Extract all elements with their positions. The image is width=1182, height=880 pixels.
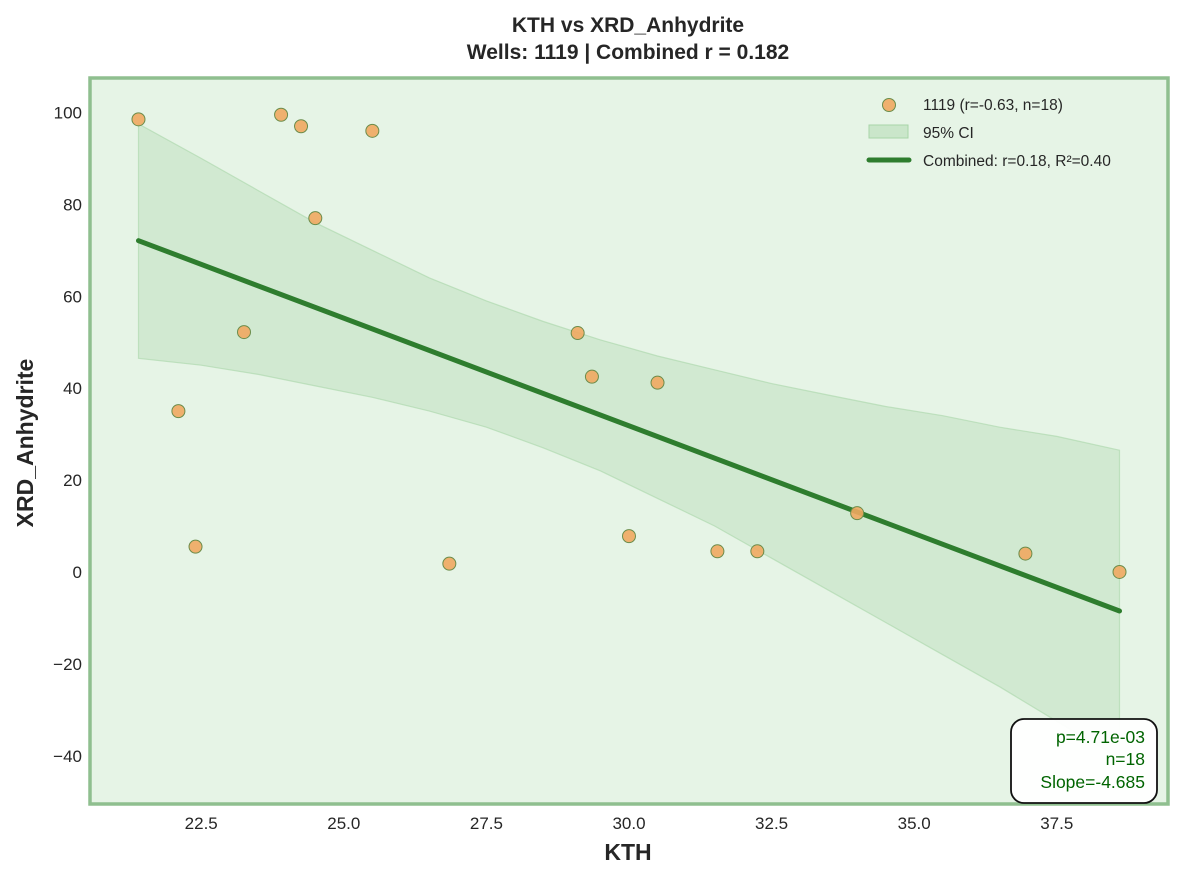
- x-tick-label: 37.5: [1040, 814, 1073, 833]
- data-point: [131, 112, 146, 127]
- legend-marker-ci: [868, 124, 909, 139]
- x-tick-label: 25.0: [327, 814, 360, 833]
- data-point: [308, 211, 323, 226]
- chart-title: KTH vs XRD_Anhydrite: [512, 14, 744, 37]
- y-tick-label: 20: [63, 471, 82, 490]
- y-tick-label: 0: [73, 563, 82, 582]
- legend: 1119 (r=-0.63, n=18) 95% CI Combined: r=…: [866, 97, 1111, 170]
- legend-label-scatter: 1119 (r=-0.63, n=18): [923, 97, 1063, 114]
- data-point: [1112, 564, 1127, 579]
- y-tick-label: 60: [63, 287, 82, 306]
- stats-annotation: p=4.71e-03 n=18 Slope=-4.685: [1010, 718, 1158, 804]
- x-tick-label: 27.5: [470, 814, 503, 833]
- data-point: [274, 107, 289, 122]
- y-tick-label: −20: [53, 655, 82, 674]
- data-point: [710, 544, 725, 559]
- stats-p-value: p=4.71e-03: [1056, 727, 1145, 747]
- legend-marker-scatter: [882, 98, 896, 112]
- fit-line: [135, 238, 1123, 614]
- y-axis-ticks: −40 −20 0 20 40 60 80 100: [53, 103, 82, 765]
- data-point: [365, 123, 380, 138]
- stats-n: n=18: [1106, 749, 1145, 769]
- x-tick-label: 22.5: [185, 814, 218, 833]
- scatter-points: [131, 107, 1127, 579]
- data-point: [171, 404, 186, 419]
- y-tick-label: −40: [53, 747, 82, 766]
- data-point: [294, 119, 309, 134]
- data-point: [622, 529, 636, 544]
- plot-frame: [88, 76, 1170, 806]
- data-point: [850, 506, 865, 521]
- y-tick-label: 40: [63, 379, 82, 398]
- data-point: [188, 539, 203, 554]
- y-axis-label: XRD_Anhydrite: [12, 359, 38, 528]
- x-tick-label: 35.0: [898, 814, 931, 833]
- data-point: [570, 326, 585, 341]
- legend-label-ci: 95% CI: [923, 125, 974, 142]
- x-axis-label: KTH: [604, 839, 651, 865]
- data-point: [442, 556, 457, 571]
- chart-subtitle: Wells: 1119 | Combined r = 0.182: [467, 41, 789, 64]
- data-point: [237, 325, 251, 340]
- legend-label-fit: Combined: r=0.18, R²=0.40: [923, 153, 1111, 170]
- y-tick-label: 80: [63, 195, 82, 214]
- y-tick-label: 100: [54, 103, 82, 122]
- data-point: [1018, 546, 1033, 561]
- data-point: [650, 375, 665, 390]
- stats-slope: Slope=-4.685: [1040, 772, 1145, 792]
- x-tick-label: 30.0: [612, 814, 645, 833]
- plot-area: [90, 78, 1168, 804]
- data-point: [750, 544, 765, 559]
- x-axis-ticks: 22.5 25.0 27.5 30.0 32.5 35.0 37.5: [185, 814, 1074, 833]
- data-point: [584, 369, 599, 384]
- x-tick-label: 32.5: [755, 814, 788, 833]
